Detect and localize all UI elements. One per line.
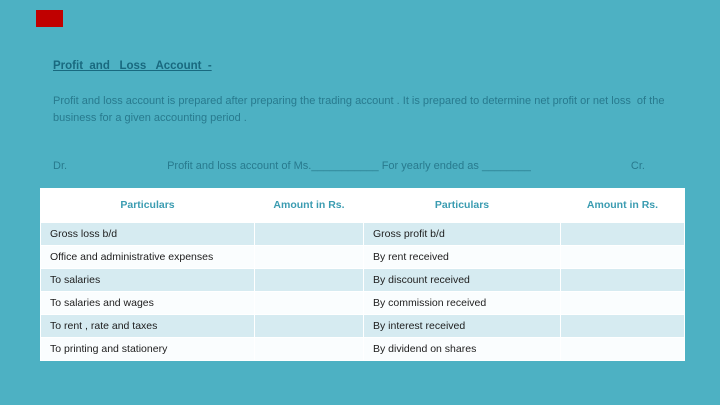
table-cell: To salaries xyxy=(40,268,255,292)
table-cell xyxy=(254,245,364,269)
dr-label: Dr. xyxy=(53,160,68,172)
table-row: To salaries By discount received xyxy=(40,268,685,292)
table-row: Gross loss b/d Gross profit b/d xyxy=(40,222,685,246)
table-cell xyxy=(254,291,364,315)
table-cell xyxy=(560,337,685,361)
table-row: To printing and stationery By dividend on… xyxy=(40,337,685,361)
table-cell xyxy=(254,268,364,292)
table-cell: Gross loss b/d xyxy=(40,222,255,246)
cr-label: Cr. xyxy=(630,160,645,172)
header-amount-credit: Amount in Rs. xyxy=(560,188,685,223)
table-cell: To printing and stationery xyxy=(40,337,255,361)
table-cell: To rent , rate and taxes xyxy=(40,314,255,338)
table-cell xyxy=(560,222,685,246)
table-cell: By rent received xyxy=(363,245,561,269)
ledger-caption: Dr. Profit and loss account of Ms.______… xyxy=(53,160,645,172)
header-particulars-credit: Particulars xyxy=(363,188,561,223)
table-cell xyxy=(560,268,685,292)
table-body: Gross loss b/d Gross profit b/d Office and… xyxy=(40,222,685,361)
table-header-row: Particulars Amount in Rs. Particulars Am… xyxy=(40,188,685,223)
header-amount-debit: Amount in Rs. xyxy=(254,188,364,223)
intro-paragraph: Profit and loss account is prepared afte… xyxy=(53,95,668,124)
table-cell: By interest received xyxy=(363,314,561,338)
table-row: Office and administrative expenses By ren… xyxy=(40,245,685,269)
table-cell: To salaries and wages xyxy=(40,291,255,315)
table-cell: By dividend on shares xyxy=(363,337,561,361)
table-cell: Gross profit b/d xyxy=(363,222,561,246)
page-title: Profit and Loss Account - xyxy=(53,60,212,72)
table-cell: By commission received xyxy=(363,291,561,315)
table-row: To salaries and wages By commission recei… xyxy=(40,291,685,315)
table-cell xyxy=(560,291,685,315)
table-cell: Office and administrative expenses xyxy=(40,245,255,269)
ledger-middle-text: Profit and loss account of Ms.__________… xyxy=(167,160,531,172)
profit-loss-table: Particulars Amount in Rs. Particulars Am… xyxy=(40,188,685,361)
table-cell xyxy=(560,314,685,338)
table-cell xyxy=(254,222,364,246)
table-cell: By discount received xyxy=(363,268,561,292)
header-particulars-debit: Particulars xyxy=(40,188,255,223)
table-cell xyxy=(254,314,364,338)
table-row: To rent , rate and taxes By interest rece… xyxy=(40,314,685,338)
table-cell xyxy=(560,245,685,269)
table-cell xyxy=(254,337,364,361)
accent-bar xyxy=(36,10,63,27)
